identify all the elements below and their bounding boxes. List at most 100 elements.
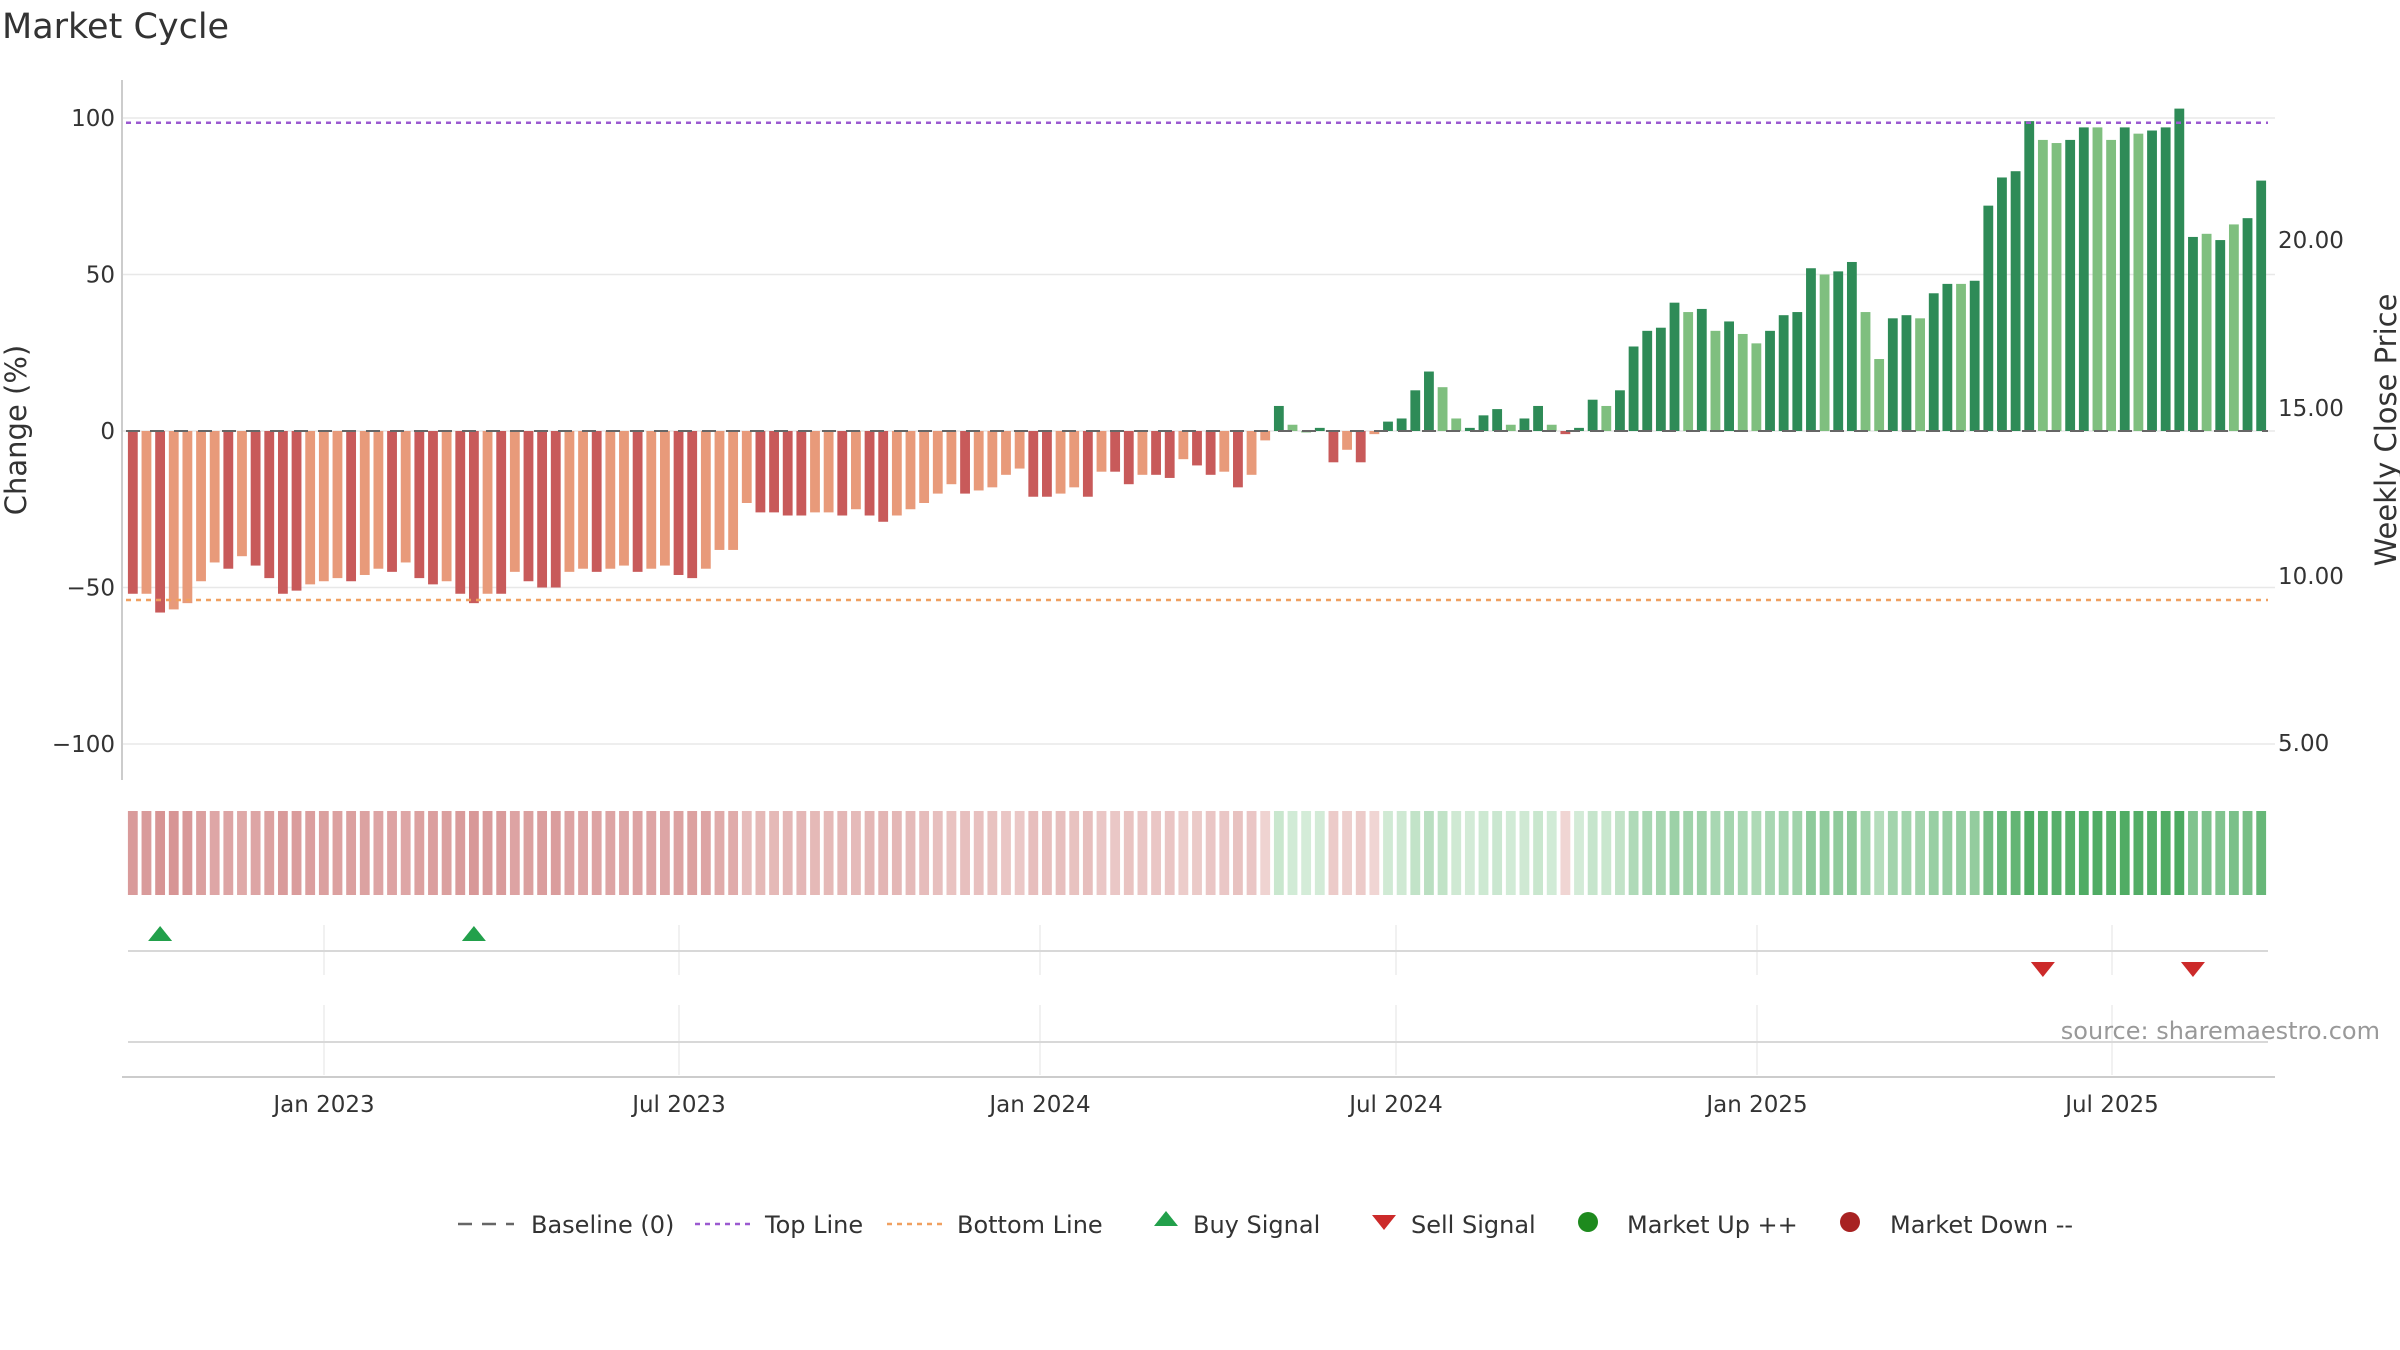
heat-cell	[1287, 811, 1298, 895]
bar	[1478, 415, 1489, 431]
heat-cell	[2242, 811, 2253, 895]
heat-cell	[1887, 811, 1898, 895]
bar	[1437, 387, 1448, 431]
bar	[660, 431, 670, 566]
heat-cell	[1055, 811, 1066, 895]
x-tick-label: Jan 2023	[271, 1092, 374, 1118]
heat-cell	[619, 811, 629, 895]
heat-cell	[2119, 811, 2130, 895]
right-y-tick-label: 5.00	[2278, 731, 2329, 757]
heat-cell	[127, 811, 138, 895]
heat-cell	[1628, 811, 1639, 895]
heat-strip	[127, 811, 2267, 895]
heat-cell	[1123, 811, 1134, 895]
heat-cell	[1683, 811, 1694, 895]
heat-cell	[414, 811, 425, 895]
bar	[1001, 431, 1011, 475]
legend-label: Market Down --	[1890, 1211, 2073, 1239]
heat-cell	[223, 811, 234, 895]
bar	[237, 431, 247, 557]
bar	[1505, 424, 1516, 431]
legend-label: Bottom Line	[957, 1211, 1103, 1239]
heat-cell	[264, 811, 275, 895]
bar	[1574, 427, 1584, 431]
sell-signal-marker	[2030, 962, 2055, 977]
bar	[1383, 421, 1393, 431]
bar	[1587, 399, 1598, 431]
heat-cell	[1546, 811, 1557, 895]
heat-cell	[537, 811, 548, 895]
bar	[2106, 139, 2117, 431]
heat-cell	[1192, 811, 1202, 895]
bar	[1792, 312, 1803, 431]
bar	[1983, 205, 1994, 431]
heat-cell	[2256, 811, 2267, 895]
heat-cell	[2051, 811, 2062, 895]
heat-cell	[346, 811, 357, 895]
heat-cell	[1860, 811, 1871, 895]
right-y-tick-label: 15.00	[2278, 396, 2344, 422]
bar	[1833, 271, 1844, 431]
heat-cell	[1328, 811, 1339, 895]
bar	[523, 431, 534, 582]
heat-cell	[400, 811, 411, 895]
bar	[1205, 431, 1216, 475]
bar	[2228, 224, 2239, 431]
heat-cell	[1874, 811, 1885, 895]
bar	[632, 431, 643, 572]
bar	[946, 431, 957, 485]
bar	[1819, 274, 1830, 431]
signal-panels	[128, 925, 2268, 1075]
bar	[1546, 424, 1557, 431]
bar	[1942, 283, 1953, 431]
bar	[2242, 218, 2253, 431]
heat-cell	[1833, 811, 1844, 895]
bar	[1997, 177, 2007, 431]
bar	[1901, 315, 1912, 431]
bar	[1246, 431, 1257, 475]
heat-cell	[1655, 811, 1666, 895]
buy-signal-marker	[148, 926, 173, 941]
heat-cell	[700, 811, 711, 895]
bar	[2092, 127, 2103, 431]
bar	[2174, 108, 2185, 432]
heat-cell	[578, 811, 588, 895]
legend-buy-signal-icon	[1154, 1211, 1178, 1226]
heat-cell	[1737, 811, 1748, 895]
buy-signal-marker	[461, 926, 486, 941]
heat-cell	[237, 811, 247, 895]
bar	[1314, 427, 1325, 431]
bar	[509, 431, 520, 572]
heat-cell	[1533, 811, 1543, 895]
bar	[1655, 327, 1666, 431]
heat-cell	[973, 811, 984, 895]
bar	[823, 431, 834, 513]
bar	[1151, 431, 1161, 475]
bar	[428, 431, 438, 585]
bar	[1969, 280, 1980, 431]
heat-cell	[946, 811, 957, 895]
heat-cell	[1751, 811, 1762, 895]
bar	[673, 431, 684, 575]
bar	[168, 431, 179, 610]
heat-cell	[496, 811, 507, 895]
bar	[332, 431, 343, 579]
heat-cell	[1983, 811, 1994, 895]
y-axis-left: 100 50 0 −50 −100	[52, 80, 123, 780]
bar	[1560, 431, 1571, 435]
heat-cell	[250, 811, 261, 895]
heat-cell	[1042, 811, 1052, 895]
y-tick-label: −100	[52, 732, 115, 758]
y-axis-label: Change (%)	[0, 345, 33, 515]
bar	[1601, 405, 1612, 431]
heat-cell	[1710, 811, 1721, 895]
bar	[441, 431, 452, 582]
bar	[1806, 268, 1816, 431]
bar	[1887, 318, 1898, 431]
heat-cell	[714, 811, 725, 895]
bar	[127, 431, 138, 594]
heat-cell	[891, 811, 902, 895]
bar	[1737, 333, 1748, 431]
heat-cell	[1137, 811, 1148, 895]
bar	[987, 431, 998, 488]
